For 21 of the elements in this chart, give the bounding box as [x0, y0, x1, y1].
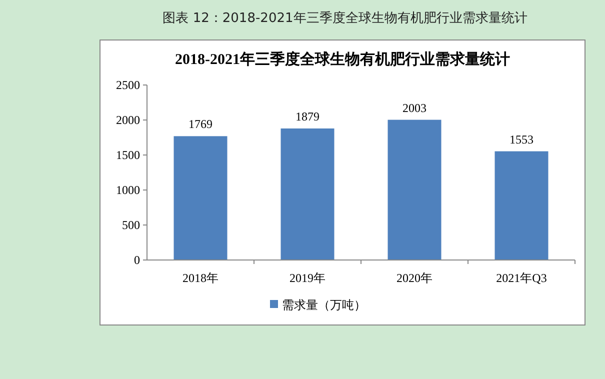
- y-tick-label: 1000: [116, 183, 140, 198]
- y-tick-label: 500: [122, 218, 140, 232]
- x-tick-label: 2018年: [182, 271, 218, 285]
- data-label: 1769: [188, 117, 212, 132]
- x-tick-label: 2021年Q3: [496, 271, 547, 285]
- data-label: 1879: [296, 109, 320, 124]
- chart-title: 2018-2021年三季度全球生物有机肥行业需求量统计: [175, 50, 510, 68]
- data-label: 2003: [402, 100, 426, 115]
- bar: [494, 151, 548, 260]
- legend-label: 需求量（万吨）: [282, 298, 366, 312]
- y-tick-label: 1500: [116, 148, 140, 162]
- data-label: 1553: [510, 132, 534, 146]
- x-tick-label: 2020年: [396, 271, 432, 285]
- bar: [174, 136, 228, 260]
- y-tick-label: 0: [134, 253, 140, 268]
- bar: [280, 128, 334, 260]
- text: 图表 12：2018-2021年三季度全球生物有机肥行业需求量统计: [162, 10, 528, 26]
- x-tick-label: 2019年: [290, 271, 326, 285]
- y-tick-label: 2000: [116, 113, 140, 128]
- bar: [388, 120, 442, 260]
- y-tick-label: 2500: [116, 78, 140, 92]
